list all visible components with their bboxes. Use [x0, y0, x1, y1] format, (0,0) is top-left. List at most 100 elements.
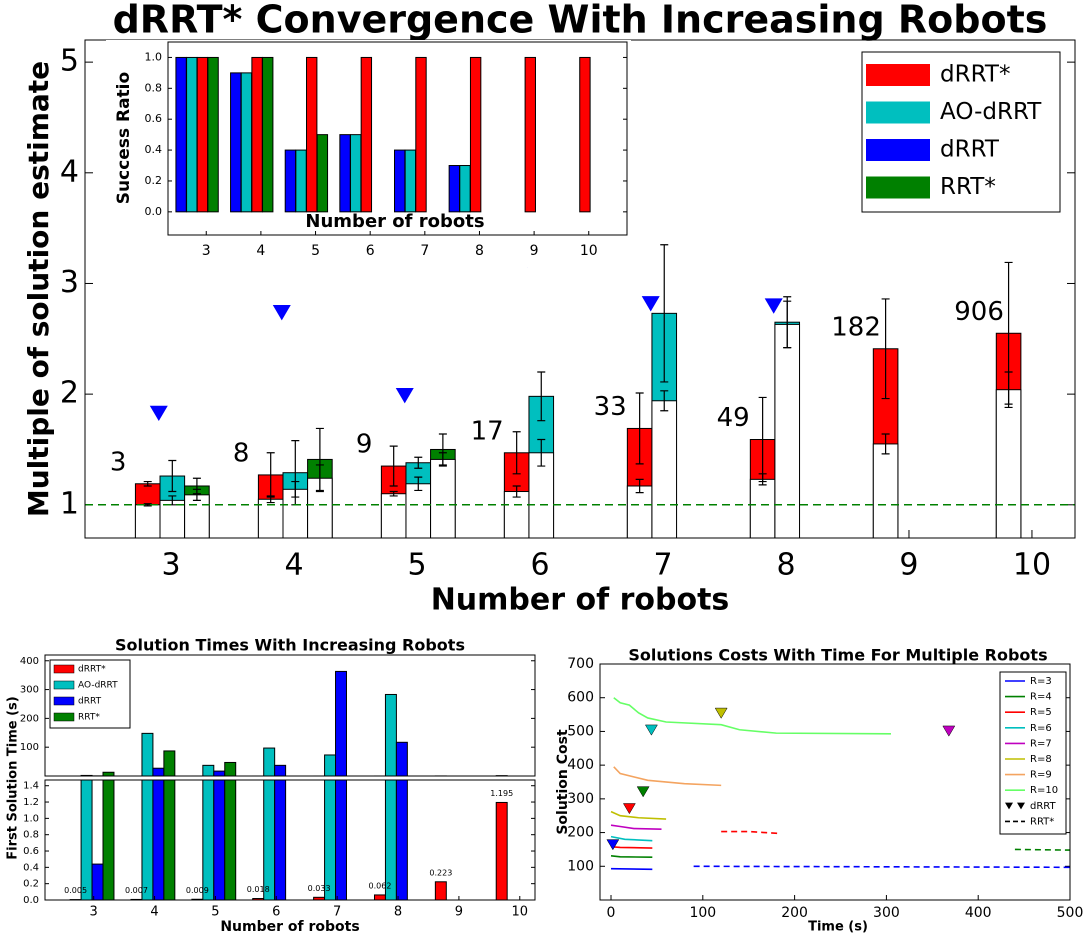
y-tick-label: 500	[567, 723, 594, 739]
x-tick-label: 9	[455, 905, 463, 920]
error-bar	[291, 480, 300, 498]
bar	[141, 732, 154, 776]
dashed-line	[693, 865, 1071, 869]
y-tick-label: 100	[20, 742, 39, 753]
error-bar	[783, 300, 792, 349]
bar	[306, 56, 318, 213]
y-tick-label: 0.2	[145, 174, 163, 187]
bar	[186, 56, 198, 213]
y-tick-label: 1	[60, 486, 79, 521]
y-tick-label: 700	[567, 656, 594, 672]
error-bar	[143, 503, 152, 507]
error-bar	[512, 431, 521, 475]
triangle-marker	[395, 388, 414, 404]
bar	[324, 754, 337, 776]
bar-final	[651, 400, 678, 539]
legend-label: R=4	[1030, 692, 1052, 703]
bar	[213, 780, 226, 900]
legend-label: R=7	[1030, 738, 1052, 749]
chart-title: Solutions Costs With Time For Multiple R…	[628, 646, 1047, 665]
y-tick-label: 1.2	[23, 797, 39, 808]
bar-final	[749, 478, 776, 539]
triangle-marker	[942, 725, 956, 737]
legend-swatch	[53, 712, 75, 722]
error-bar	[389, 490, 398, 497]
bar	[102, 780, 115, 900]
legend-label: AO-dRRT	[78, 681, 118, 691]
y-tick-label: 0.6	[23, 846, 39, 857]
error-bar	[414, 476, 423, 492]
x-tick-label: 3	[90, 905, 98, 920]
y-tick-label: 0.2	[23, 879, 39, 890]
y-tick-label: 2	[60, 376, 79, 411]
x-tick-label: 7	[333, 905, 341, 920]
x-tick-label: 8	[776, 548, 795, 583]
legend-swatch	[53, 664, 75, 674]
triangle-marker	[622, 803, 636, 815]
data-label: 0.018	[247, 885, 270, 894]
x-axis-label: Number of robots	[305, 211, 484, 232]
bar	[295, 149, 307, 213]
legend-swatch	[866, 64, 930, 86]
bar	[448, 165, 461, 213]
line	[613, 697, 892, 735]
error-bar	[660, 390, 669, 412]
bar	[373, 894, 386, 900]
x-tick-label: 100	[689, 905, 716, 921]
bar	[152, 767, 165, 776]
y-tick-label: 0.8	[23, 830, 39, 841]
legend-swatch	[866, 101, 930, 124]
x-tick-label: 7	[653, 548, 672, 583]
x-tick-label: 3	[202, 243, 211, 259]
x-axis-label: Number of robots	[220, 919, 359, 935]
bar	[284, 149, 297, 213]
error-bar	[389, 445, 398, 487]
x-tick-label: 10	[580, 243, 598, 259]
bar	[141, 780, 154, 900]
x-axis-label: Time (s)	[808, 920, 868, 935]
error-bar	[537, 438, 546, 467]
data-label: 0.009	[186, 886, 209, 895]
bar	[175, 56, 187, 213]
bar-final	[872, 443, 899, 539]
bar	[350, 134, 362, 213]
triangle-marker	[636, 786, 650, 798]
bar	[324, 780, 337, 900]
annotation: 17	[471, 416, 504, 446]
bar-final	[159, 499, 186, 539]
error-bar	[512, 485, 521, 498]
axes-frame	[599, 663, 1071, 901]
bar	[213, 770, 226, 776]
error-bar	[438, 452, 447, 467]
line	[610, 824, 662, 830]
x-tick-label: 10	[512, 905, 529, 920]
legend-label: R=8	[1030, 754, 1052, 765]
y-tick-label: 200	[20, 713, 39, 724]
y-tick-label: 1.0	[145, 50, 163, 63]
bar	[524, 56, 536, 213]
bar-final	[405, 483, 432, 539]
bar	[240, 72, 253, 213]
bar	[102, 771, 115, 776]
bar	[434, 881, 447, 900]
bar-final	[503, 491, 530, 539]
y-tick-label: 300	[20, 685, 39, 696]
bar	[91, 863, 104, 900]
legend-label: RRT*	[78, 713, 100, 723]
x-tick-label: 4	[150, 905, 158, 920]
x-tick-label: 300	[873, 905, 900, 921]
error-bar	[315, 464, 324, 493]
line	[610, 855, 653, 858]
y-tick-label: 0.0	[23, 895, 39, 906]
legend-label: R=9	[1030, 770, 1052, 781]
x-tick-label: 3	[162, 548, 181, 583]
x-tick-label: 4	[285, 548, 304, 583]
y-axis-label: First Solution Time (s)	[6, 696, 21, 859]
bar	[202, 764, 215, 776]
triangle-marker	[714, 707, 728, 719]
bar	[415, 56, 427, 213]
bar	[230, 72, 242, 213]
bar	[163, 780, 176, 900]
annotation: 3	[110, 447, 127, 477]
